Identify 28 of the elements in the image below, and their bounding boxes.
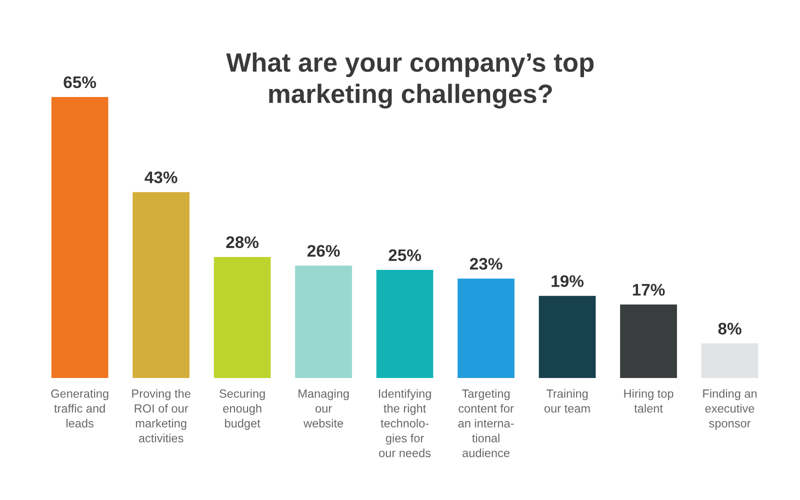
- data-label: 8%: [718, 322, 742, 335]
- x-tick-label: Hiring top talent: [624, 389, 674, 413]
- bar: [376, 270, 434, 378]
- data-label: 19%: [552, 275, 584, 288]
- data-label: 43%: [144, 171, 178, 184]
- data-label: 65%: [64, 76, 96, 88]
- x-tick-label: Generating traffic and leads: [51, 389, 108, 428]
- data-label: 25%: [388, 249, 422, 262]
- x-tick-label: Training our team: [544, 389, 590, 413]
- bar: [214, 256, 271, 378]
- bar: [701, 343, 758, 378]
- x-tick-label: Finding an executive sponsor: [703, 389, 757, 430]
- data-label: 26%: [307, 244, 340, 257]
- bar: [458, 278, 514, 378]
- chart-title: What are your company’s top marketing challenges?: [226, 52, 594, 109]
- bar: [132, 192, 190, 378]
- data-label: 28%: [226, 236, 259, 248]
- bar: [51, 97, 108, 378]
- bar: [295, 266, 352, 378]
- x-tick-label: Targeting content for an interna- tional audience: [458, 389, 514, 458]
- x-tick-label: Proving the ROI of our marketing activities: [132, 389, 190, 442]
- x-tick-label: Securing enough budget: [220, 389, 265, 430]
- bar: [620, 304, 677, 378]
- x-tick-label: Managing our website: [298, 389, 349, 428]
- data-label: 17%: [632, 284, 665, 296]
- data-label: 23%: [470, 258, 502, 270]
- bar: [538, 296, 596, 378]
- x-tick-label: Identifying the right technolo- gies for our needs: [378, 389, 431, 458]
